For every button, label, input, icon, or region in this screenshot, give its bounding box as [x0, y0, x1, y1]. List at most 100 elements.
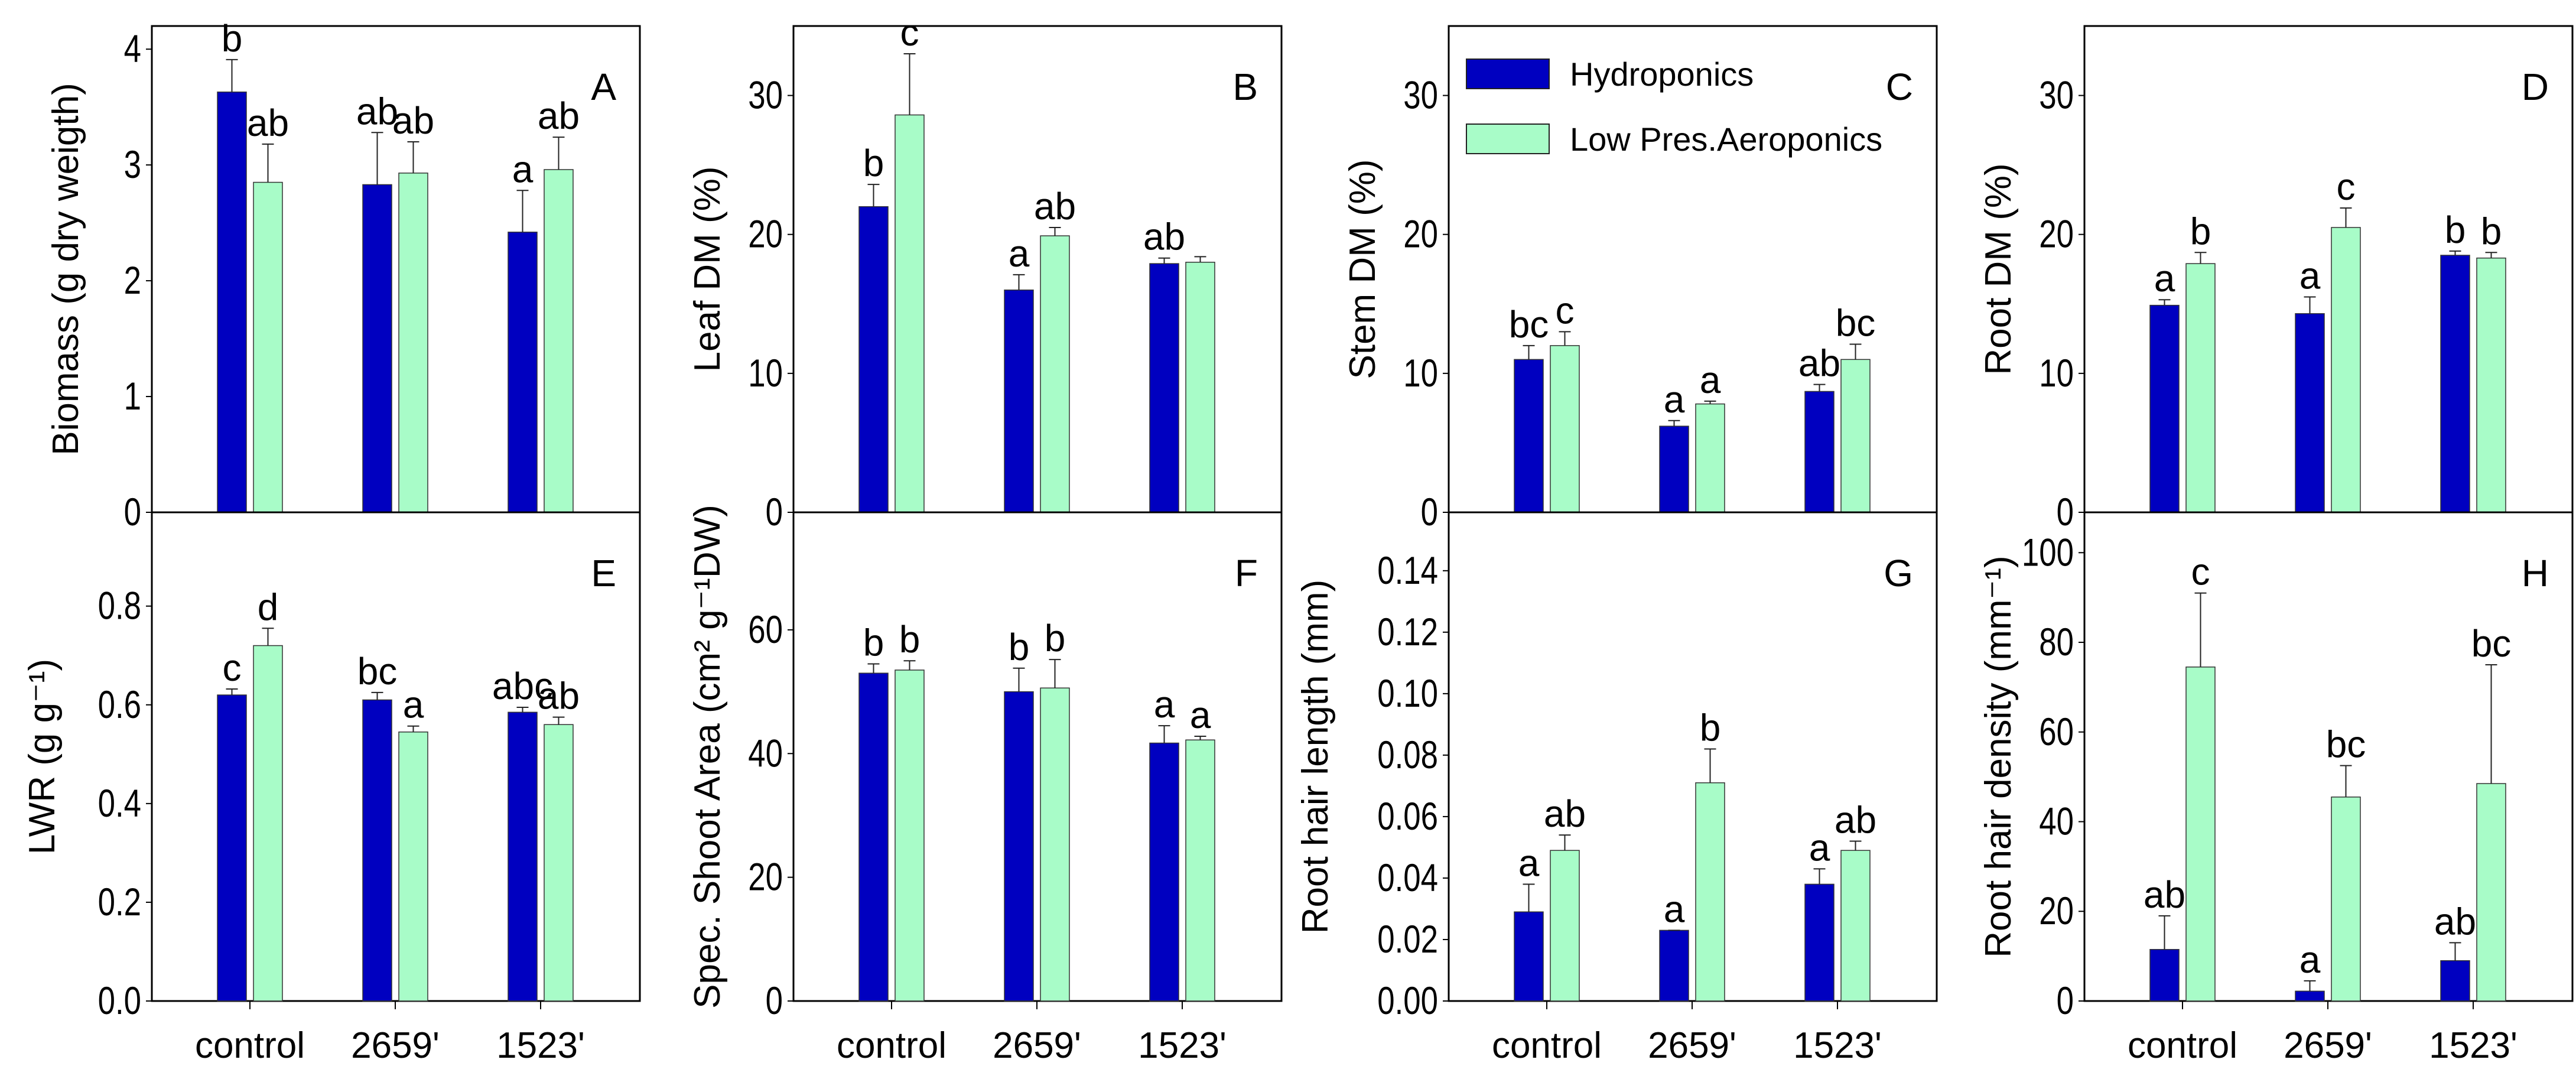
bar-aeroponics: [1695, 782, 1725, 1002]
bar-hydroponics: [217, 694, 247, 1002]
significance-letter: b: [2190, 210, 2211, 252]
y-tick-label: 0: [2057, 979, 2074, 1022]
y-tick-label: 0.10: [1377, 671, 1438, 715]
significance-letter: c: [1556, 289, 1575, 332]
significance-letter: a: [2154, 257, 2175, 300]
bar-hydroponics: [1514, 911, 1544, 1002]
panel-g: 0.00 0.02 0.04 0.06 0.08 0.10 0.12 0.14 Root hai…: [1295, 511, 1938, 1066]
y-axis-label: Root hair length (mm): [1295, 580, 1336, 934]
bar-hydroponics: [2295, 313, 2325, 513]
y-axis-label: Stem DM (%): [1342, 160, 1383, 379]
panel-letter: A: [591, 66, 616, 108]
bar-aeroponics: [2331, 227, 2361, 513]
significance-letter: a: [403, 684, 424, 726]
legend-label: Low Pres.Aeroponics: [1570, 121, 1882, 158]
bar-aeroponics: [1550, 345, 1580, 513]
panel-letter: G: [1884, 552, 1913, 594]
significance-letter: b: [863, 142, 884, 184]
category-label: 2659': [993, 1025, 1081, 1066]
category-label: control: [1492, 1025, 1602, 1066]
bar-hydroponics: [1514, 359, 1544, 513]
bar-aeroponics: [398, 173, 428, 513]
significance-letter: b: [2481, 210, 2502, 252]
significance-letter: a: [2299, 255, 2321, 297]
bar-aeroponics: [1840, 850, 1871, 1002]
y-tick-label: 10: [748, 351, 783, 395]
significance-letter: ab: [2144, 873, 2185, 916]
y-tick-label: 0: [124, 490, 141, 534]
significance-letter: ab: [1143, 216, 1185, 258]
panel-letter: B: [1232, 66, 1258, 108]
panel-letter: D: [2522, 66, 2549, 108]
bar-hydroponics: [2149, 304, 2180, 513]
bar-aeroponics: [895, 114, 925, 513]
significance-letter: b: [1009, 626, 1030, 668]
panel-letter: H: [2522, 552, 2549, 594]
bar-aeroponics: [1185, 261, 1215, 513]
bar-aeroponics: [2476, 783, 2506, 1002]
y-tick-label: 20: [2039, 889, 2074, 933]
significance-letter: a: [1518, 841, 1540, 884]
significance-letter: ab: [356, 90, 398, 132]
y-tick-label: 30: [2039, 73, 2074, 117]
legend: Hydroponics Low Pres.Aeroponics: [1466, 56, 1882, 158]
y-tick-label: 0.08: [1377, 733, 1438, 776]
bar-hydroponics: [508, 232, 538, 513]
significance-letter: ab: [1034, 185, 1076, 228]
significance-letter: b: [1045, 617, 1066, 659]
y-tick-label: 0: [1421, 490, 1438, 534]
bar-hydroponics: [858, 206, 889, 513]
y-tick-label: 100: [2022, 531, 2074, 574]
y-tick-label: 0.04: [1377, 856, 1438, 899]
panel-e: 0.0 0.2 0.4 0.6 0.8 LWR (g g⁻¹) Ecd control bca 2…: [22, 511, 641, 1066]
y-tick-label: 40: [748, 732, 783, 775]
significance-letter: d: [258, 586, 279, 628]
bar-hydroponics: [2440, 960, 2470, 1002]
y-tick-label: 60: [748, 607, 783, 651]
significance-letter: ab: [538, 675, 580, 717]
y-tick-label: 1: [124, 374, 141, 418]
bar-hydroponics: [1659, 930, 1689, 1002]
y-tick-label: 0.4: [98, 781, 141, 825]
bar-hydroponics: [362, 699, 392, 1002]
significance-letter: b: [863, 621, 884, 664]
bar-aeroponics: [2331, 797, 2361, 1002]
y-tick-label: 40: [2039, 800, 2074, 843]
bar-hydroponics: [362, 184, 392, 513]
bar-aeroponics: [1550, 850, 1580, 1002]
bar-aeroponics: [1040, 235, 1070, 513]
y-tick-label: 60: [2039, 710, 2074, 753]
significance-letter: a: [1664, 888, 1685, 930]
bar-aeroponics: [253, 645, 283, 1002]
y-tick-label: 30: [748, 73, 783, 117]
y-tick-label: 0.8: [98, 584, 141, 628]
category-label: 2659': [2284, 1025, 2372, 1066]
y-tick-label: 0.2: [98, 880, 141, 924]
significance-letter: a: [1809, 826, 1830, 869]
significance-letter: a: [2299, 938, 2321, 981]
significance-letter: abc: [492, 665, 553, 707]
significance-letter: a: [512, 148, 534, 190]
category-label: 2659': [1648, 1025, 1736, 1066]
y-tick-label: 0.00: [1377, 979, 1438, 1022]
bar-aeroponics: [2185, 667, 2216, 1002]
significance-letter: c: [900, 11, 919, 54]
significance-letter: bc: [357, 650, 398, 693]
bar-hydroponics: [1149, 742, 1179, 1002]
bar-hydroponics: [1804, 391, 1835, 513]
category-label: 1523': [1138, 1025, 1227, 1066]
bar-hydroponics: [1004, 290, 1034, 513]
y-tick-label: 10: [2039, 351, 2074, 395]
significance-letter: bc: [2471, 622, 2512, 665]
y-tick-label: 0.06: [1377, 794, 1438, 838]
bar-aeroponics: [2476, 257, 2506, 513]
y-tick-label: 2: [124, 258, 141, 302]
significance-letter: a: [1700, 359, 1721, 401]
significance-letter: bc: [1836, 301, 1876, 344]
y-tick-label: 20: [2039, 212, 2074, 256]
